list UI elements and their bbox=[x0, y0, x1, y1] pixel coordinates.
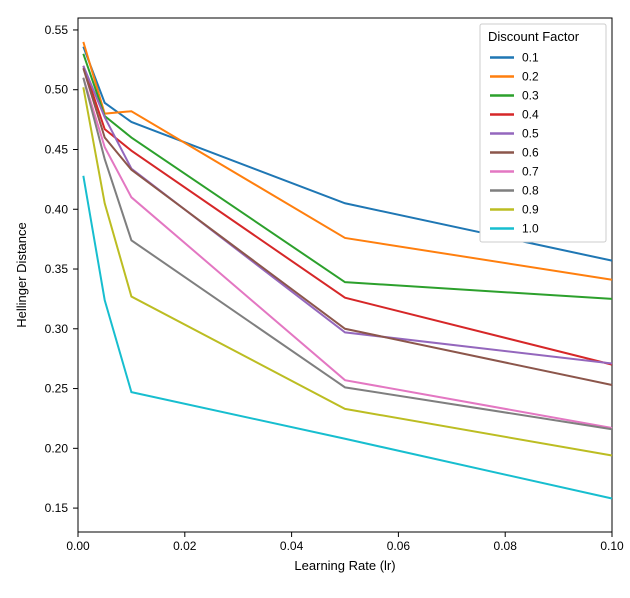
y-tick-label: 0.55 bbox=[45, 23, 69, 37]
legend-item-label: 0.3 bbox=[522, 89, 539, 103]
x-axis-label: Learning Rate (lr) bbox=[294, 558, 395, 573]
y-tick-label: 0.30 bbox=[45, 322, 69, 336]
x-tick-label: 0.06 bbox=[387, 539, 411, 553]
y-tick-label: 0.50 bbox=[45, 83, 69, 97]
y-tick-label: 0.25 bbox=[45, 382, 69, 396]
legend-item-label: 0.1 bbox=[522, 51, 539, 65]
legend-item-label: 0.2 bbox=[522, 70, 539, 84]
y-tick-label: 0.20 bbox=[45, 441, 69, 455]
y-tick-label: 0.45 bbox=[45, 142, 69, 156]
y-axis-label: Hellinger Distance bbox=[14, 222, 29, 328]
legend-item-label: 0.6 bbox=[522, 146, 539, 160]
legend-item-label: 0.5 bbox=[522, 127, 539, 141]
y-tick-label: 0.15 bbox=[45, 501, 69, 515]
x-tick-label: 0.10 bbox=[600, 539, 624, 553]
legend-item-label: 0.4 bbox=[522, 108, 539, 122]
x-tick-label: 0.00 bbox=[66, 539, 90, 553]
legend-title: Discount Factor bbox=[488, 29, 580, 44]
legend-item-label: 0.7 bbox=[522, 165, 539, 179]
x-tick-label: 0.02 bbox=[173, 539, 197, 553]
x-tick-label: 0.08 bbox=[494, 539, 518, 553]
legend-item-label: 0.9 bbox=[522, 203, 539, 217]
legend-item-label: 1.0 bbox=[522, 222, 539, 236]
line-chart: 0.000.020.040.060.080.100.150.200.250.30… bbox=[0, 0, 630, 598]
x-tick-label: 0.04 bbox=[280, 539, 304, 553]
chart-container: 0.000.020.040.060.080.100.150.200.250.30… bbox=[0, 0, 630, 598]
y-tick-label: 0.35 bbox=[45, 262, 69, 276]
legend-item-label: 0.8 bbox=[522, 184, 539, 198]
y-tick-label: 0.40 bbox=[45, 202, 69, 216]
